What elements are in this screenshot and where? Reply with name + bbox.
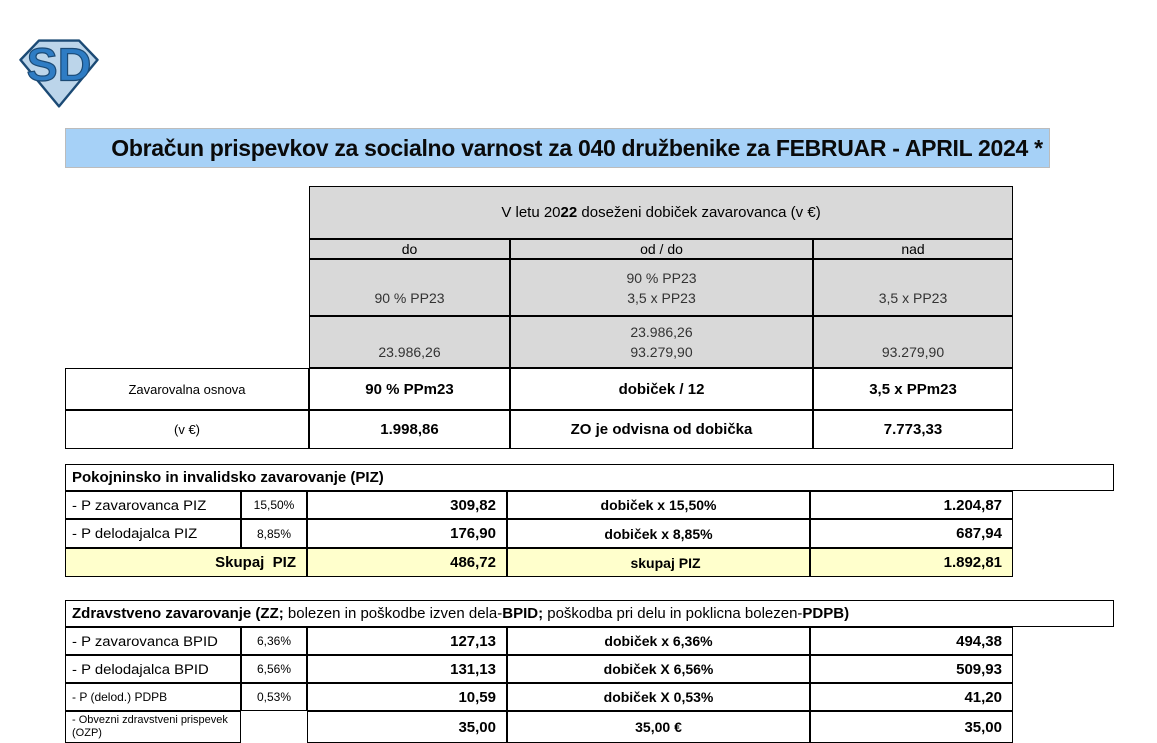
svg-text:SD: SD: [27, 39, 92, 91]
